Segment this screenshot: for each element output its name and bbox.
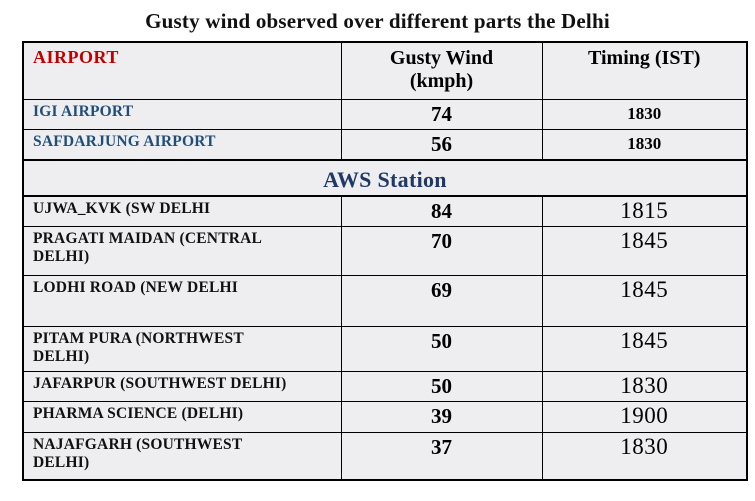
station-name-cell: PRAGATI MAIDAN (CENTRAL DELHI) bbox=[22, 225, 342, 276]
header-timing: Timing (IST) bbox=[541, 41, 748, 100]
table-row: SAFDARJUNG AIRPORT 56 1830 bbox=[22, 128, 748, 160]
section-label-aws-station: AWS Station bbox=[22, 158, 748, 197]
header-airport: AIRPORT bbox=[22, 41, 342, 100]
section-row: AWS Station bbox=[22, 158, 748, 197]
table-row: UJWA_KVK (SW DELHI 84 1815 bbox=[22, 195, 748, 227]
table-row: LODHI ROAD (NEW DELHI 69 1845 bbox=[22, 274, 748, 327]
gusty-wind-table: AIRPORT Gusty Wind (kmph) Timing (IST) I… bbox=[22, 41, 748, 481]
wind-value-cell: 74 bbox=[340, 98, 543, 130]
station-name-cell: SAFDARJUNG AIRPORT bbox=[22, 128, 342, 160]
timing-value-cell: 1830 bbox=[541, 431, 748, 481]
table-row: PRAGATI MAIDAN (CENTRAL DELHI) 70 1845 bbox=[22, 225, 748, 276]
station-name-cell: JAFARPUR (SOUTHWEST DELHI) bbox=[22, 370, 342, 402]
table-row: PHARMA SCIENCE (DELHI) 39 1900 bbox=[22, 400, 748, 433]
header-gusty-wind: Gusty Wind (kmph) bbox=[340, 41, 543, 100]
timing-value-cell: 1845 bbox=[541, 325, 748, 372]
station-name-cell: PITAM PURA (NORTHWEST DELHI) bbox=[22, 325, 342, 372]
timing-value-cell: 1845 bbox=[541, 274, 748, 327]
timing-value-cell: 1830 bbox=[541, 98, 748, 130]
page-title: Gusty wind observed over different parts… bbox=[145, 9, 610, 33]
station-name-cell: LODHI ROAD (NEW DELHI bbox=[22, 274, 342, 327]
table-row: JAFARPUR (SOUTHWEST DELHI) 50 1830 bbox=[22, 370, 748, 402]
wind-value-cell: 50 bbox=[340, 370, 543, 402]
table-row: PITAM PURA (NORTHWEST DELHI) 50 1845 bbox=[22, 325, 748, 372]
timing-value-cell: 1900 bbox=[541, 400, 748, 433]
wind-value-cell: 84 bbox=[340, 195, 543, 227]
table-row: IGI AIRPORT 74 1830 bbox=[22, 98, 748, 130]
station-name-cell: IGI AIRPORT bbox=[22, 98, 342, 130]
wind-value-cell: 56 bbox=[340, 128, 543, 160]
header-row: AIRPORT Gusty Wind (kmph) Timing (IST) bbox=[22, 41, 748, 100]
wind-value-cell: 37 bbox=[340, 431, 543, 481]
timing-value-cell: 1830 bbox=[541, 370, 748, 402]
station-name-cell: NAJAFGARH (SOUTHWEST DELHI) bbox=[22, 431, 342, 481]
timing-value-cell: 1815 bbox=[541, 195, 748, 227]
station-name-cell: UJWA_KVK (SW DELHI bbox=[22, 195, 342, 227]
station-name-cell: PHARMA SCIENCE (DELHI) bbox=[22, 400, 342, 433]
timing-value-cell: 1830 bbox=[541, 128, 748, 160]
timing-value-cell: 1845 bbox=[541, 225, 748, 276]
wind-value-cell: 50 bbox=[340, 325, 543, 372]
wind-value-cell: 39 bbox=[340, 400, 543, 433]
table-row: NAJAFGARH (SOUTHWEST DELHI) 37 1830 bbox=[22, 431, 748, 481]
wind-value-cell: 70 bbox=[340, 225, 543, 276]
wind-value-cell: 69 bbox=[340, 274, 543, 327]
